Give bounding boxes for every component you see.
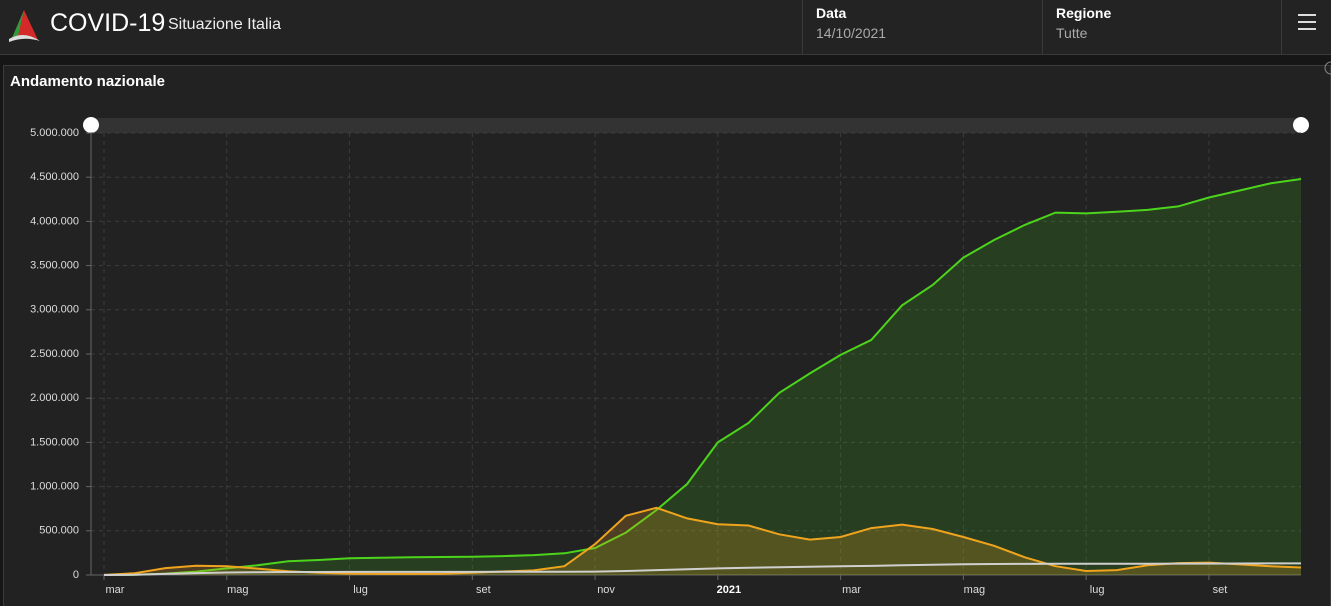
logo [9, 10, 40, 42]
y-tick-label: 2.500.000 [30, 348, 79, 360]
line [103, 562, 1301, 576]
panel-title: Andamento nazionale [10, 73, 166, 90]
area [104, 179, 1301, 575]
logo-white [9, 34, 40, 42]
y-tick-label: 4.000.000 [30, 215, 79, 227]
y-tick-label: 2.000.000 [30, 392, 79, 404]
filter-value[interactable]: Tutte [1056, 25, 1088, 41]
x-tick-label: set [476, 584, 491, 596]
app-title: COVID-19 [50, 9, 166, 37]
separator [1042, 0, 1043, 54]
y-tick-label: 1.500.000 [30, 436, 79, 448]
logo-green [12, 10, 24, 38]
filter-label: Data [816, 5, 847, 21]
x-tick-label: set [1213, 584, 1228, 596]
panel-icon[interactable] [1324, 61, 1331, 75]
x-tick-label: mag [227, 584, 248, 596]
x-tick-label: mar [842, 584, 861, 596]
x-tick-label: lug [353, 584, 368, 596]
slider-handle[interactable] [1293, 117, 1309, 133]
x-tick-label: lug [1090, 584, 1105, 596]
x-tick-label: nov [597, 584, 615, 596]
app-subtitle: Situazione Italia [168, 16, 281, 33]
x-tick-label: mag [964, 584, 985, 596]
range-slider[interactable] [91, 118, 1301, 133]
y-tick-label: 1.000.000 [30, 481, 79, 493]
slider-handle[interactable] [83, 117, 99, 133]
y-tick-label: 4.500.000 [30, 171, 79, 183]
area [104, 507, 1301, 575]
header: COVID-19 Situazione Italia Data 14/10/20… [0, 0, 1331, 55]
y-tick-label: 3.500.000 [30, 260, 79, 272]
menu-button[interactable] [1298, 13, 1318, 31]
filter-value[interactable]: 14/10/2021 [816, 25, 887, 41]
y-tick-label: 5.000.000 [30, 127, 79, 139]
separator [1281, 0, 1282, 54]
filter-label: Regione [1056, 5, 1112, 21]
y-tick-label: 0 [73, 569, 79, 581]
y-tick-label: 500.000 [39, 525, 79, 537]
x-tick-label: 2021 [717, 584, 741, 596]
x-tick-label: mar [106, 584, 125, 596]
separator [802, 0, 803, 54]
y-tick-label: 3.000.000 [30, 304, 79, 316]
line [103, 178, 1302, 576]
